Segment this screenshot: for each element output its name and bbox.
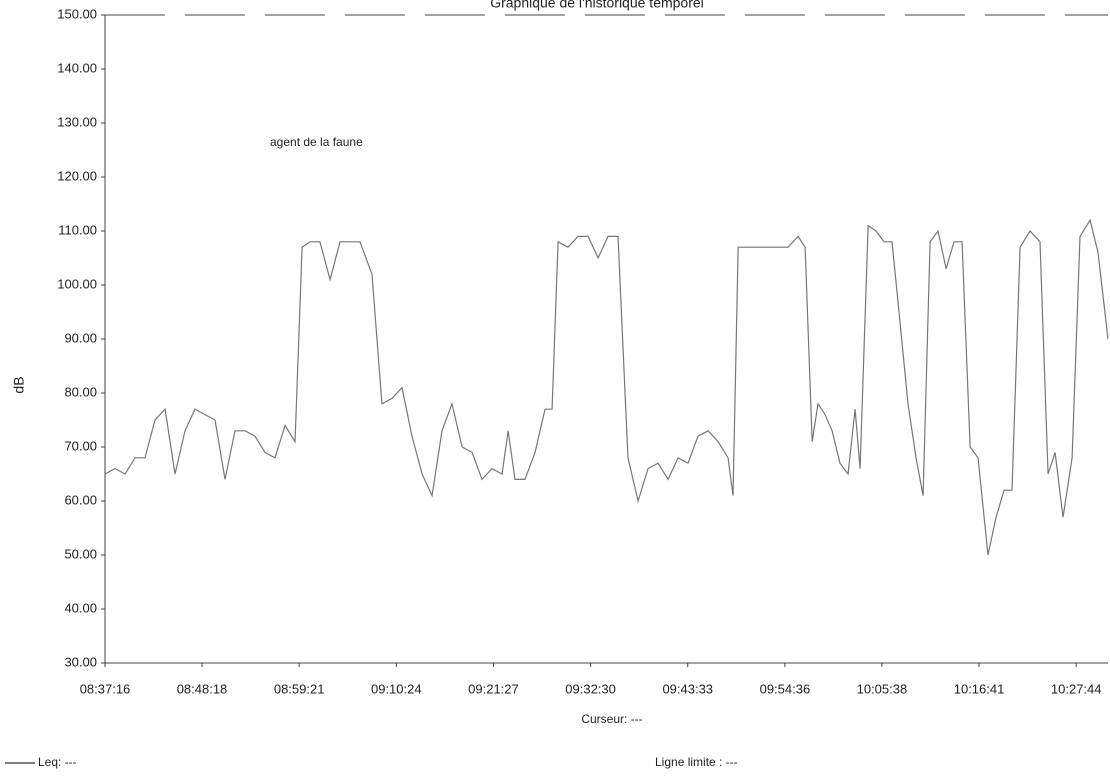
annotation: agent de la faune xyxy=(270,135,363,149)
y-axis-label: dB xyxy=(11,376,27,393)
x-tick-label: 10:16:41 xyxy=(954,681,1005,696)
x-tick-label: 08:48:18 xyxy=(177,681,228,696)
x-axis-label: Curseur: --- xyxy=(581,712,642,726)
legend-label: Leq: --- xyxy=(38,755,77,769)
x-tick-label: 09:43:33 xyxy=(662,681,713,696)
y-tick-label: 80.00 xyxy=(64,384,97,399)
y-tick-label: 130.00 xyxy=(57,114,97,129)
x-tick-label: 10:27:44 xyxy=(1051,681,1102,696)
y-tick-label: 100.00 xyxy=(57,276,97,291)
chart-title: Graphique de l'historique temporel xyxy=(490,0,704,11)
limit-label: Ligne limite : --- xyxy=(655,755,738,769)
x-tick-label: 09:21:27 xyxy=(468,681,519,696)
y-tick-label: 110.00 xyxy=(58,222,97,237)
y-tick-label: 50.00 xyxy=(64,546,97,561)
x-tick-label: 09:54:36 xyxy=(760,681,811,696)
y-tick-label: 70.00 xyxy=(64,438,97,453)
y-tick-label: 90.00 xyxy=(64,330,97,345)
x-tick-label: 09:32:30 xyxy=(565,681,616,696)
y-tick-label: 140.00 xyxy=(57,60,97,75)
y-tick-label: 40.00 xyxy=(64,600,97,615)
x-tick-label: 09:10:24 xyxy=(371,681,422,696)
x-tick-label: 08:37:16 xyxy=(80,681,131,696)
y-tick-label: 150.00 xyxy=(57,6,97,21)
y-tick-label: 60.00 xyxy=(64,492,97,507)
x-tick-label: 10:05:38 xyxy=(857,681,908,696)
x-tick-label: 08:59:21 xyxy=(274,681,325,696)
y-tick-label: 30.00 xyxy=(64,654,97,669)
data-line xyxy=(104,218,1109,556)
y-tick-label: 120.00 xyxy=(57,168,97,183)
